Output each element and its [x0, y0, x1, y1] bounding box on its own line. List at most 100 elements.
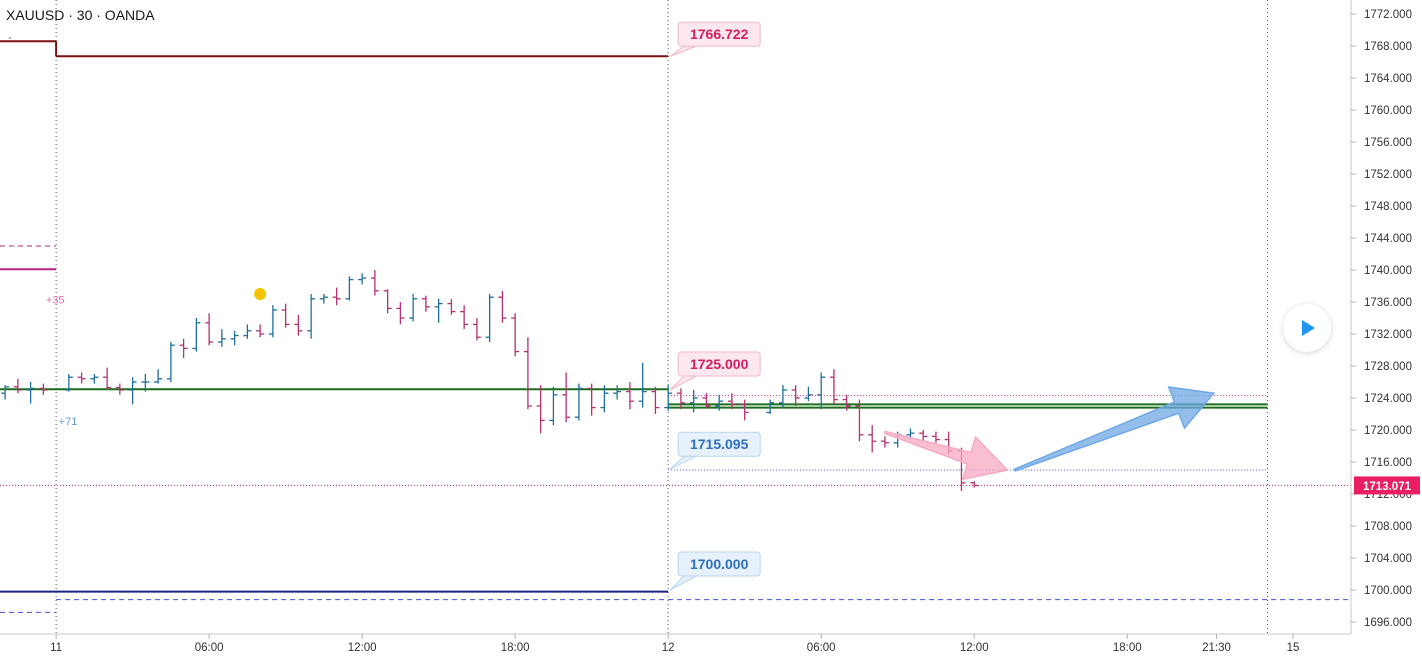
- annotation-text: +71: [59, 416, 78, 428]
- time-tick-label: 11: [50, 642, 62, 654]
- current-price-tag: [1354, 476, 1420, 495]
- price-tick-label: 1708.000: [1364, 521, 1412, 533]
- price-callout: 1715.095: [669, 431, 761, 470]
- ohlc-bar: [166, 342, 175, 382]
- price-callout: 1766.722: [669, 21, 761, 57]
- scroll-to-realtime-button[interactable]: [1283, 304, 1331, 352]
- callout-pointer: [669, 45, 697, 57]
- ohlc-bar: [64, 374, 73, 392]
- ohlc-bar: [281, 303, 290, 328]
- ohlc-bar: [600, 385, 609, 413]
- ohlc-bar: [115, 383, 124, 395]
- ohlc-bar: [829, 369, 838, 405]
- ohlc-bar: [778, 385, 787, 408]
- ohlc-bar: [294, 314, 303, 336]
- price-tick-label: 1756.000: [1364, 137, 1412, 149]
- ohlc-bar: [689, 390, 698, 413]
- ohlc-bar: [702, 393, 711, 408]
- ohlc-bar: [345, 276, 354, 301]
- ohlc-bar: [549, 386, 558, 426]
- callout-label: 1766.722: [690, 26, 749, 42]
- price-tick-label: 1744.000: [1364, 233, 1412, 245]
- ohlc-bar: [256, 324, 265, 338]
- ohlc-bar: [421, 295, 430, 312]
- callout-box: [677, 21, 761, 47]
- time-tick-label: 12:00: [348, 642, 377, 654]
- ohlc-bar: [536, 385, 545, 434]
- ohlc-bar: [332, 287, 341, 306]
- ohlc-bar: [268, 305, 277, 338]
- callout-box: [677, 351, 761, 377]
- price-tick-label: 1732.000: [1364, 329, 1412, 341]
- price-tick-label: 1752.000: [1364, 169, 1412, 181]
- time-tick-label: 12: [662, 642, 675, 654]
- ohlc-bar: [727, 393, 736, 410]
- ohlc-bar: [638, 362, 647, 408]
- ohlc-bar: [613, 385, 622, 400]
- ohlc-bar: [77, 372, 86, 384]
- ohlc-bar: [625, 382, 634, 410]
- ohlc-bar: [39, 383, 48, 395]
- callout-label: 1715.095: [690, 436, 749, 452]
- time-tick-label: 18:00: [501, 642, 530, 654]
- ohlc-bar: [192, 318, 201, 352]
- ohlc-bar: [1, 385, 10, 400]
- ohlc-bar: [179, 338, 188, 358]
- annotation-text: +35: [46, 295, 65, 307]
- callout-pointer: [669, 575, 697, 591]
- ohlc-bar: [90, 374, 99, 384]
- callout-box: [677, 551, 761, 577]
- ohlc-bar: [511, 313, 520, 357]
- cursor-dot: ·: [8, 30, 12, 44]
- ohlc-bar: [498, 290, 507, 323]
- ohlc-bar: [383, 289, 392, 314]
- ohlc-bar: [651, 386, 660, 414]
- ohlc-bar: [868, 425, 877, 453]
- ohlc-bar: [396, 302, 405, 325]
- time-tick-label: 12:00: [960, 642, 989, 654]
- price-callout: 1725.000: [669, 351, 761, 391]
- ohlc-bar: [217, 329, 226, 347]
- ohlc-bar: [804, 386, 813, 402]
- ohlc-bar: [26, 382, 35, 404]
- price-callout: 1700.000: [669, 551, 761, 591]
- ohlc-bar: [141, 374, 150, 392]
- callout-label: 1700.000: [690, 556, 749, 572]
- price-tick-label: 1740.000: [1364, 265, 1412, 277]
- ohlc-bar: [676, 388, 685, 410]
- ohlc-bar: [817, 372, 826, 410]
- play-icon: [1302, 320, 1315, 336]
- ohlc-bar: [740, 399, 749, 421]
- price-tick-label: 1720.000: [1364, 425, 1412, 437]
- ohlc-bar: [307, 294, 316, 339]
- time-axis-panel: [0, 634, 1422, 656]
- ohlc-bar: [880, 436, 889, 448]
- price-axis-panel: [1351, 0, 1422, 656]
- callout-label: 1725.000: [690, 356, 749, 372]
- callout-pointer: [669, 375, 697, 391]
- ohlc-bar: [766, 399, 775, 414]
- ohlc-bar: [409, 294, 418, 322]
- time-tick-label: 06:00: [195, 642, 224, 654]
- ohlc-bar: [562, 372, 571, 422]
- ohlc-bar: [485, 294, 494, 342]
- price-tick-label: 1716.000: [1364, 457, 1412, 469]
- ohlc-bar: [472, 318, 481, 341]
- price-tick-label: 1696.000: [1364, 617, 1412, 629]
- bars-layer: [1, 270, 979, 491]
- ohlc-bar: [243, 324, 252, 339]
- ohlc-bar: [13, 378, 22, 394]
- ohlc-bar: [154, 369, 163, 384]
- event-marker-dot: [254, 288, 267, 300]
- levels-layer: [0, 40, 1351, 613]
- ohlc-bar: [664, 385, 673, 411]
- ohlc-bar: [230, 330, 239, 346]
- callout-pointer: [669, 455, 697, 470]
- callout-box: [677, 431, 761, 457]
- ohlc-bar: [931, 431, 940, 443]
- ohlc-bar: [587, 383, 596, 416]
- current-price-label: 1713.071: [1363, 481, 1412, 493]
